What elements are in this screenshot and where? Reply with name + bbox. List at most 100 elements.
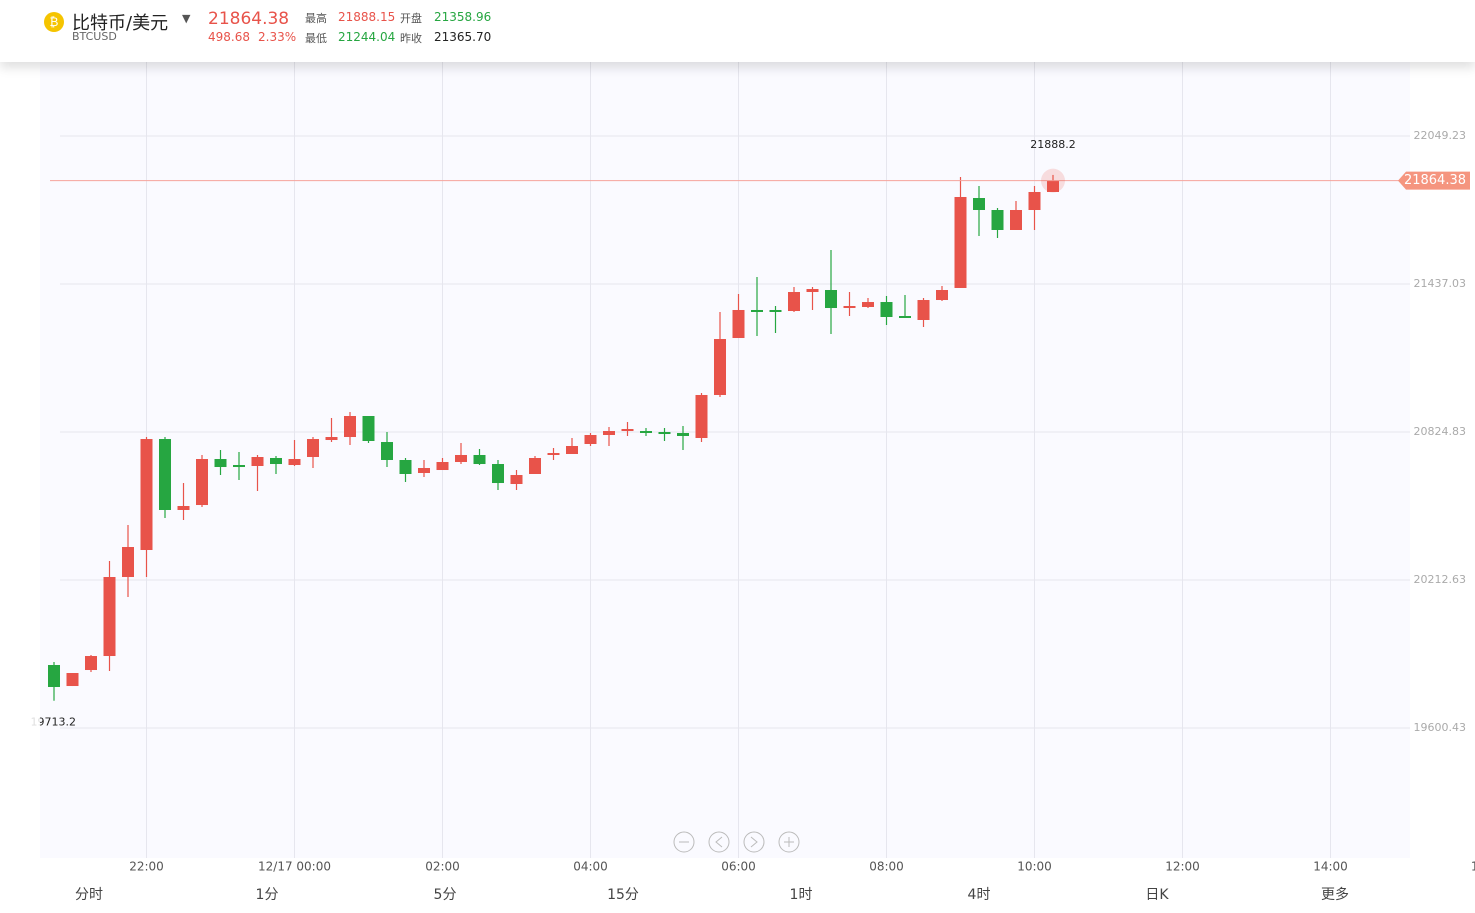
candle-body <box>806 289 819 293</box>
tab[interactable]: 1分 <box>255 887 279 903</box>
scroll-left[interactable] <box>708 831 730 853</box>
high-label: 21888.2 <box>1030 138 1076 151</box>
y-tick-label: 20212.63 <box>1414 573 1467 586</box>
x-tick-label: 22:00 <box>129 860 164 874</box>
candle-body <box>399 460 412 474</box>
candle-body <box>510 475 523 485</box>
x-tick-label: 08:00 <box>869 860 904 874</box>
candle-body <box>251 457 264 466</box>
coin-icon: ₿ <box>44 12 64 32</box>
candle-body <box>177 506 190 510</box>
candle-body <box>196 459 208 506</box>
dropdown-arrow[interactable]: ▼ <box>182 12 191 25</box>
candle-body <box>1010 210 1022 230</box>
candle-body <box>658 432 671 435</box>
candle-body <box>529 457 541 474</box>
stat-label: 开盘 <box>400 12 422 25</box>
candle-body <box>843 306 856 309</box>
price-tag <box>1398 171 1470 190</box>
tab[interactable]: 日K <box>1145 887 1169 903</box>
stat-label: 昨收 <box>400 32 422 45</box>
zoom-in[interactable] <box>778 831 800 853</box>
candle-body <box>362 416 375 441</box>
y-tick-label: 21437.03 <box>1414 277 1467 290</box>
zoom-controls <box>673 831 800 853</box>
x-tick-label: 16 <box>1471 860 1475 874</box>
candle-body <box>103 577 116 657</box>
stat-value: 21358.96 <box>434 10 492 24</box>
scroll-right[interactable] <box>743 831 765 853</box>
candle-body <box>159 439 171 510</box>
icon <box>784 837 794 847</box>
candle-body <box>917 300 930 321</box>
left-edge-shadow <box>0 62 40 878</box>
candle-body <box>473 454 486 465</box>
chart: 19600.43 20212.63 20824.83 21437.03 22049.23… <box>0 62 1475 878</box>
candle-body <box>899 316 911 318</box>
y-tick-label: 22049.23 <box>1414 129 1467 142</box>
candle-body <box>862 302 874 307</box>
candle-body <box>1047 180 1059 192</box>
candle-body <box>288 459 301 466</box>
price: 21864.38 <box>208 9 290 29</box>
candle-body <box>307 439 319 458</box>
tab[interactable]: 4时 <box>967 887 991 903</box>
candle-body <box>122 547 134 578</box>
candle-body <box>751 309 763 312</box>
candle-body <box>418 468 430 474</box>
candle-body <box>788 292 800 312</box>
tab[interactable]: 15分 <box>607 887 639 903</box>
stat-value: 21244.04 <box>338 30 396 44</box>
plot-area <box>40 62 1410 858</box>
x-tick-label: 12/17 00:00 <box>258 860 331 874</box>
x-tick-label: 02:00 <box>425 860 460 874</box>
candle-body <box>547 453 560 455</box>
candle-body <box>603 431 615 436</box>
candle-body <box>344 416 356 438</box>
candle-body <box>48 665 60 688</box>
candle-body <box>140 439 153 551</box>
candle-body <box>233 465 245 468</box>
candle-body <box>270 457 282 465</box>
icon <box>750 836 758 848</box>
candle-body <box>769 309 782 312</box>
asset-name[interactable]: 比特币/美元 <box>72 13 169 34</box>
x-tick-label: 04:00 <box>573 860 608 874</box>
x-tick-label: 06:00 <box>721 860 756 874</box>
candle-body <box>214 459 227 468</box>
candle-body <box>954 196 967 288</box>
candle-body <box>1028 191 1041 211</box>
change-pct: 2.33% <box>258 30 297 44</box>
candle-body <box>973 198 985 211</box>
tab[interactable]: 分时 <box>75 887 103 903</box>
candle-body <box>66 673 79 687</box>
price-tag-label: 21864.38 <box>1404 173 1466 188</box>
candle-body <box>455 454 467 463</box>
x-tick-label: 14:00 <box>1313 860 1348 874</box>
stat-value: 21888.15 <box>338 10 396 24</box>
y-tick-label: 19600.43 <box>1414 721 1467 734</box>
candle-body <box>640 431 652 433</box>
current-price-glow <box>1041 168 1065 193</box>
candle-body <box>436 462 449 471</box>
candle-body <box>492 464 504 484</box>
y-tick-label: 20824.83 <box>1414 425 1467 438</box>
stat-value: 21365.70 <box>434 30 492 44</box>
candle-body <box>621 429 634 432</box>
candle-body <box>677 432 689 436</box>
tab[interactable]: 1时 <box>789 887 813 903</box>
candle-body <box>584 435 597 444</box>
candle-body <box>732 309 745 339</box>
candle-body <box>880 302 893 318</box>
stat-label: 最高 <box>305 12 327 25</box>
tab[interactable]: 更多 <box>1321 887 1349 903</box>
candle-body <box>695 394 708 439</box>
tab-bar: 分时 1分 5分 15分 1时 4时 日K 更多 <box>0 878 1475 913</box>
x-tick-label: 10:00 <box>1017 860 1052 874</box>
candle-body <box>325 437 338 441</box>
change: 498.68 <box>208 30 250 44</box>
stat-label: 最低 <box>305 32 327 45</box>
zoom-out[interactable] <box>673 831 695 853</box>
tab[interactable]: 5分 <box>433 887 457 903</box>
symbol: BTCUSD <box>72 30 117 43</box>
